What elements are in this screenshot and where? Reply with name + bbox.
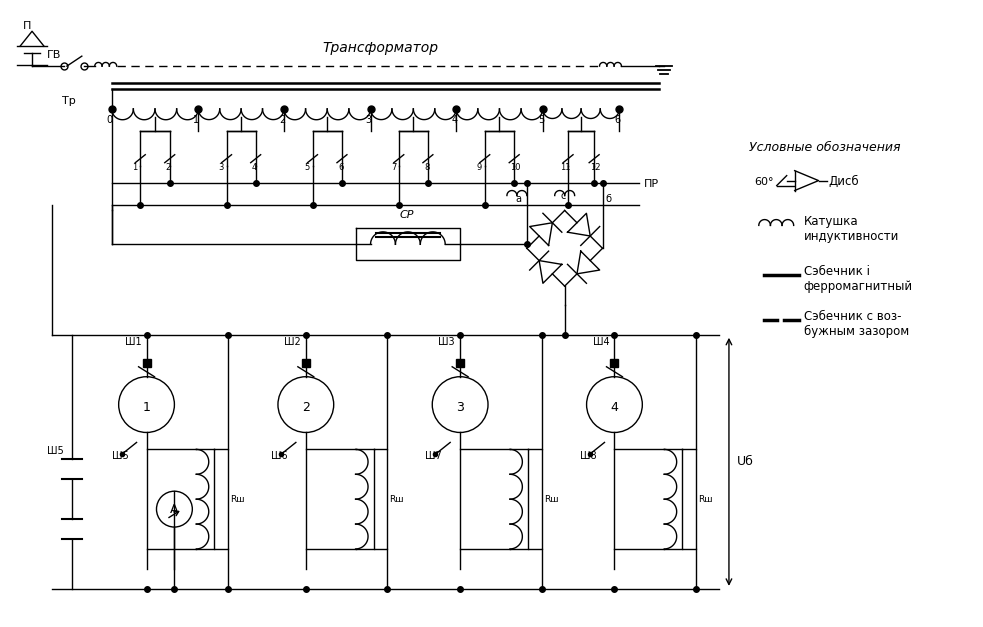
Text: 6: 6 xyxy=(614,115,620,125)
Text: Ш7: Ш7 xyxy=(426,451,442,461)
Text: 2: 2 xyxy=(279,115,285,125)
Text: Ш4: Ш4 xyxy=(593,337,609,347)
Text: Rш: Rш xyxy=(230,495,245,503)
Text: Тр: Тр xyxy=(62,96,76,106)
Text: Uб: Uб xyxy=(737,455,754,468)
Text: 4: 4 xyxy=(252,162,257,172)
Text: 1: 1 xyxy=(194,115,200,125)
Text: Диcб: Диcб xyxy=(829,174,859,187)
Bar xyxy=(610,359,618,367)
Text: 1: 1 xyxy=(143,401,150,414)
Text: Ш5: Ш5 xyxy=(47,446,64,456)
Text: Катушка
индуктивности: Катушка индуктивности xyxy=(804,215,899,243)
Text: 11: 11 xyxy=(560,162,570,172)
Text: 1: 1 xyxy=(133,162,138,172)
Text: 3: 3 xyxy=(218,162,224,172)
Text: Ш8: Ш8 xyxy=(580,451,597,461)
Text: Ш3: Ш3 xyxy=(438,337,455,347)
Text: 4: 4 xyxy=(610,401,618,414)
Text: 3: 3 xyxy=(366,115,372,125)
Text: 6: 6 xyxy=(338,162,343,172)
Text: Трансформатор: Трансформатор xyxy=(322,41,438,55)
Text: а: а xyxy=(515,194,521,204)
Bar xyxy=(456,359,464,367)
Text: ГВ: ГВ xyxy=(47,50,61,60)
Text: 2: 2 xyxy=(302,401,310,414)
Text: Rш: Rш xyxy=(389,495,404,503)
Text: 2: 2 xyxy=(166,162,171,172)
Text: Условные обозначения: Условные обозначения xyxy=(749,140,900,154)
Text: Ш2: Ш2 xyxy=(284,337,301,347)
Bar xyxy=(143,359,150,367)
Text: Rш: Rш xyxy=(544,495,558,503)
Text: 3: 3 xyxy=(456,401,464,414)
Text: Rш: Rш xyxy=(698,495,713,503)
Text: П: П xyxy=(23,21,31,31)
Text: 60°: 60° xyxy=(754,177,774,187)
Text: Ш5: Ш5 xyxy=(112,451,129,461)
Text: 5: 5 xyxy=(538,115,544,125)
Text: Сэбечник с воз-
бужным зазором: Сэбечник с воз- бужным зазором xyxy=(804,310,909,338)
Text: 0: 0 xyxy=(107,115,113,125)
Text: 4: 4 xyxy=(451,115,457,125)
Text: Сэбечник i
ферромагнитный: Сэбечник i ферромагнитный xyxy=(804,265,913,293)
Text: 8: 8 xyxy=(424,162,430,172)
Text: 10: 10 xyxy=(510,162,521,172)
Text: Ш1: Ш1 xyxy=(125,337,142,347)
Text: СР: СР xyxy=(399,211,414,221)
Text: с: с xyxy=(560,191,566,201)
Text: А: А xyxy=(169,503,178,516)
Text: 7: 7 xyxy=(391,162,396,172)
Text: 12: 12 xyxy=(590,162,601,172)
Text: 5: 5 xyxy=(305,162,310,172)
Text: б: б xyxy=(606,194,611,204)
Bar xyxy=(302,359,310,367)
Text: ПР: ПР xyxy=(644,179,660,189)
Text: Ш6: Ш6 xyxy=(271,451,288,461)
Text: 9: 9 xyxy=(477,162,482,172)
